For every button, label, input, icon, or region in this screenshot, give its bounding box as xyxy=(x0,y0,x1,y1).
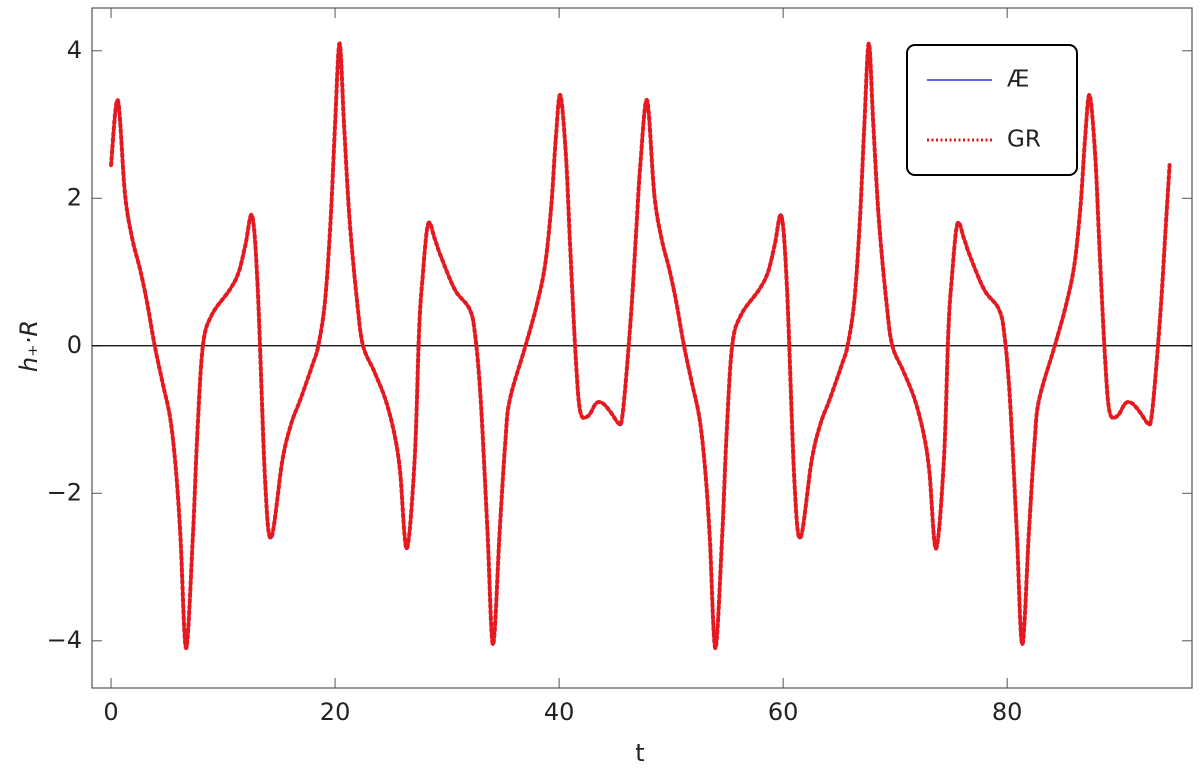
y-tick-label: −2 xyxy=(47,478,82,506)
x-tick-label: 40 xyxy=(544,698,575,726)
y-tick-label: 4 xyxy=(67,36,82,64)
x-tick-label: 20 xyxy=(320,698,351,726)
x-tick-label: 0 xyxy=(103,698,118,726)
y-tick-label: −4 xyxy=(47,626,82,654)
x-tick-label: 80 xyxy=(992,698,1023,726)
data-line xyxy=(109,41,1172,651)
legend: Æ GR xyxy=(906,44,1078,176)
x-axis-label: t xyxy=(635,739,644,767)
legend-label: Æ xyxy=(1007,67,1029,93)
legend-label: GR xyxy=(1007,127,1041,153)
y-tick-label: 2 xyxy=(67,183,82,211)
legend-box xyxy=(906,44,1078,176)
x-tick-label: 60 xyxy=(768,698,799,726)
plot-frame xyxy=(91,7,1193,689)
y-axis-label: h₊·R xyxy=(15,320,43,372)
y-tick-label: 0 xyxy=(67,331,82,359)
